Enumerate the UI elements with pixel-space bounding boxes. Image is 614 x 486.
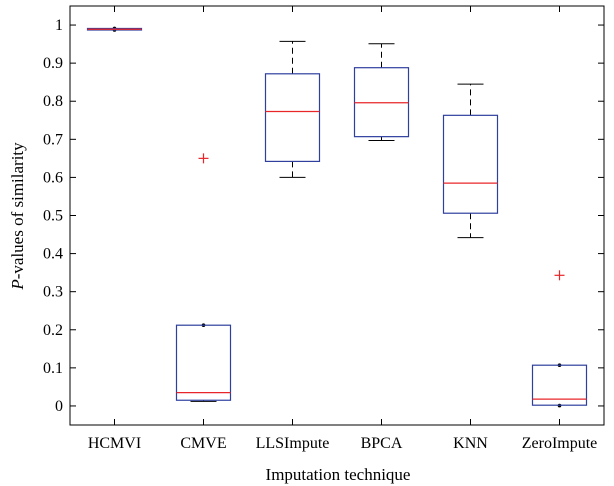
y-tick-label: 1 — [55, 17, 63, 34]
box-bpca — [353, 43, 410, 141]
y-axis-title-prefix: P — [8, 279, 27, 290]
box-iqr — [264, 73, 321, 163]
y-tick-label: 0.3 — [43, 284, 63, 301]
y-tick-label: 0.7 — [43, 131, 63, 148]
y-tick-label: 0.9 — [43, 55, 63, 72]
y-tick-label: 0.6 — [43, 169, 63, 186]
y-axis-title-rest: -values of similarity — [8, 142, 27, 279]
x-tick-label: HCMVI — [88, 435, 141, 452]
y-axis-title: P-values of similarity — [8, 142, 27, 291]
y-tick-label: 0.8 — [43, 93, 63, 110]
outlier-marker — [554, 270, 565, 281]
x-axis-title: Imputation technique — [266, 465, 411, 484]
box-llsimpute — [264, 40, 321, 178]
y-tick-label: 0.5 — [43, 208, 63, 225]
y-tick-label: 0.4 — [43, 246, 63, 263]
x-tick-label: LLSImpute — [256, 435, 330, 452]
y-tick-label: 0.1 — [43, 360, 63, 377]
box-iqr — [175, 324, 232, 401]
x-tick-label: CMVE — [180, 435, 226, 452]
box-hcmvi — [86, 26, 143, 32]
x-tick-label: BPCA — [361, 435, 403, 452]
box-knn — [442, 83, 499, 239]
x-axis: HCMVI CMVE LLSImpute BPCA KNN ZeroImpute — [88, 6, 597, 452]
outlier-marker — [198, 153, 209, 164]
box-iqr — [442, 114, 499, 214]
box-iqr — [531, 364, 588, 406]
box-cmve — [175, 153, 232, 402]
y-axis: 0 0.1 0.2 0.3 0.4 0.5 0.6 0.7 0.8 0.9 1 — [43, 17, 604, 415]
plot-frame — [69, 5, 605, 426]
box-zeroimpute — [531, 270, 588, 408]
x-tick-label: KNN — [453, 435, 488, 452]
boxes-layer — [86, 26, 588, 408]
x-tick-label: ZeroImpute — [522, 435, 598, 452]
y-tick-label: 0.2 — [43, 322, 63, 339]
y-tick-label: 0 — [55, 398, 63, 415]
